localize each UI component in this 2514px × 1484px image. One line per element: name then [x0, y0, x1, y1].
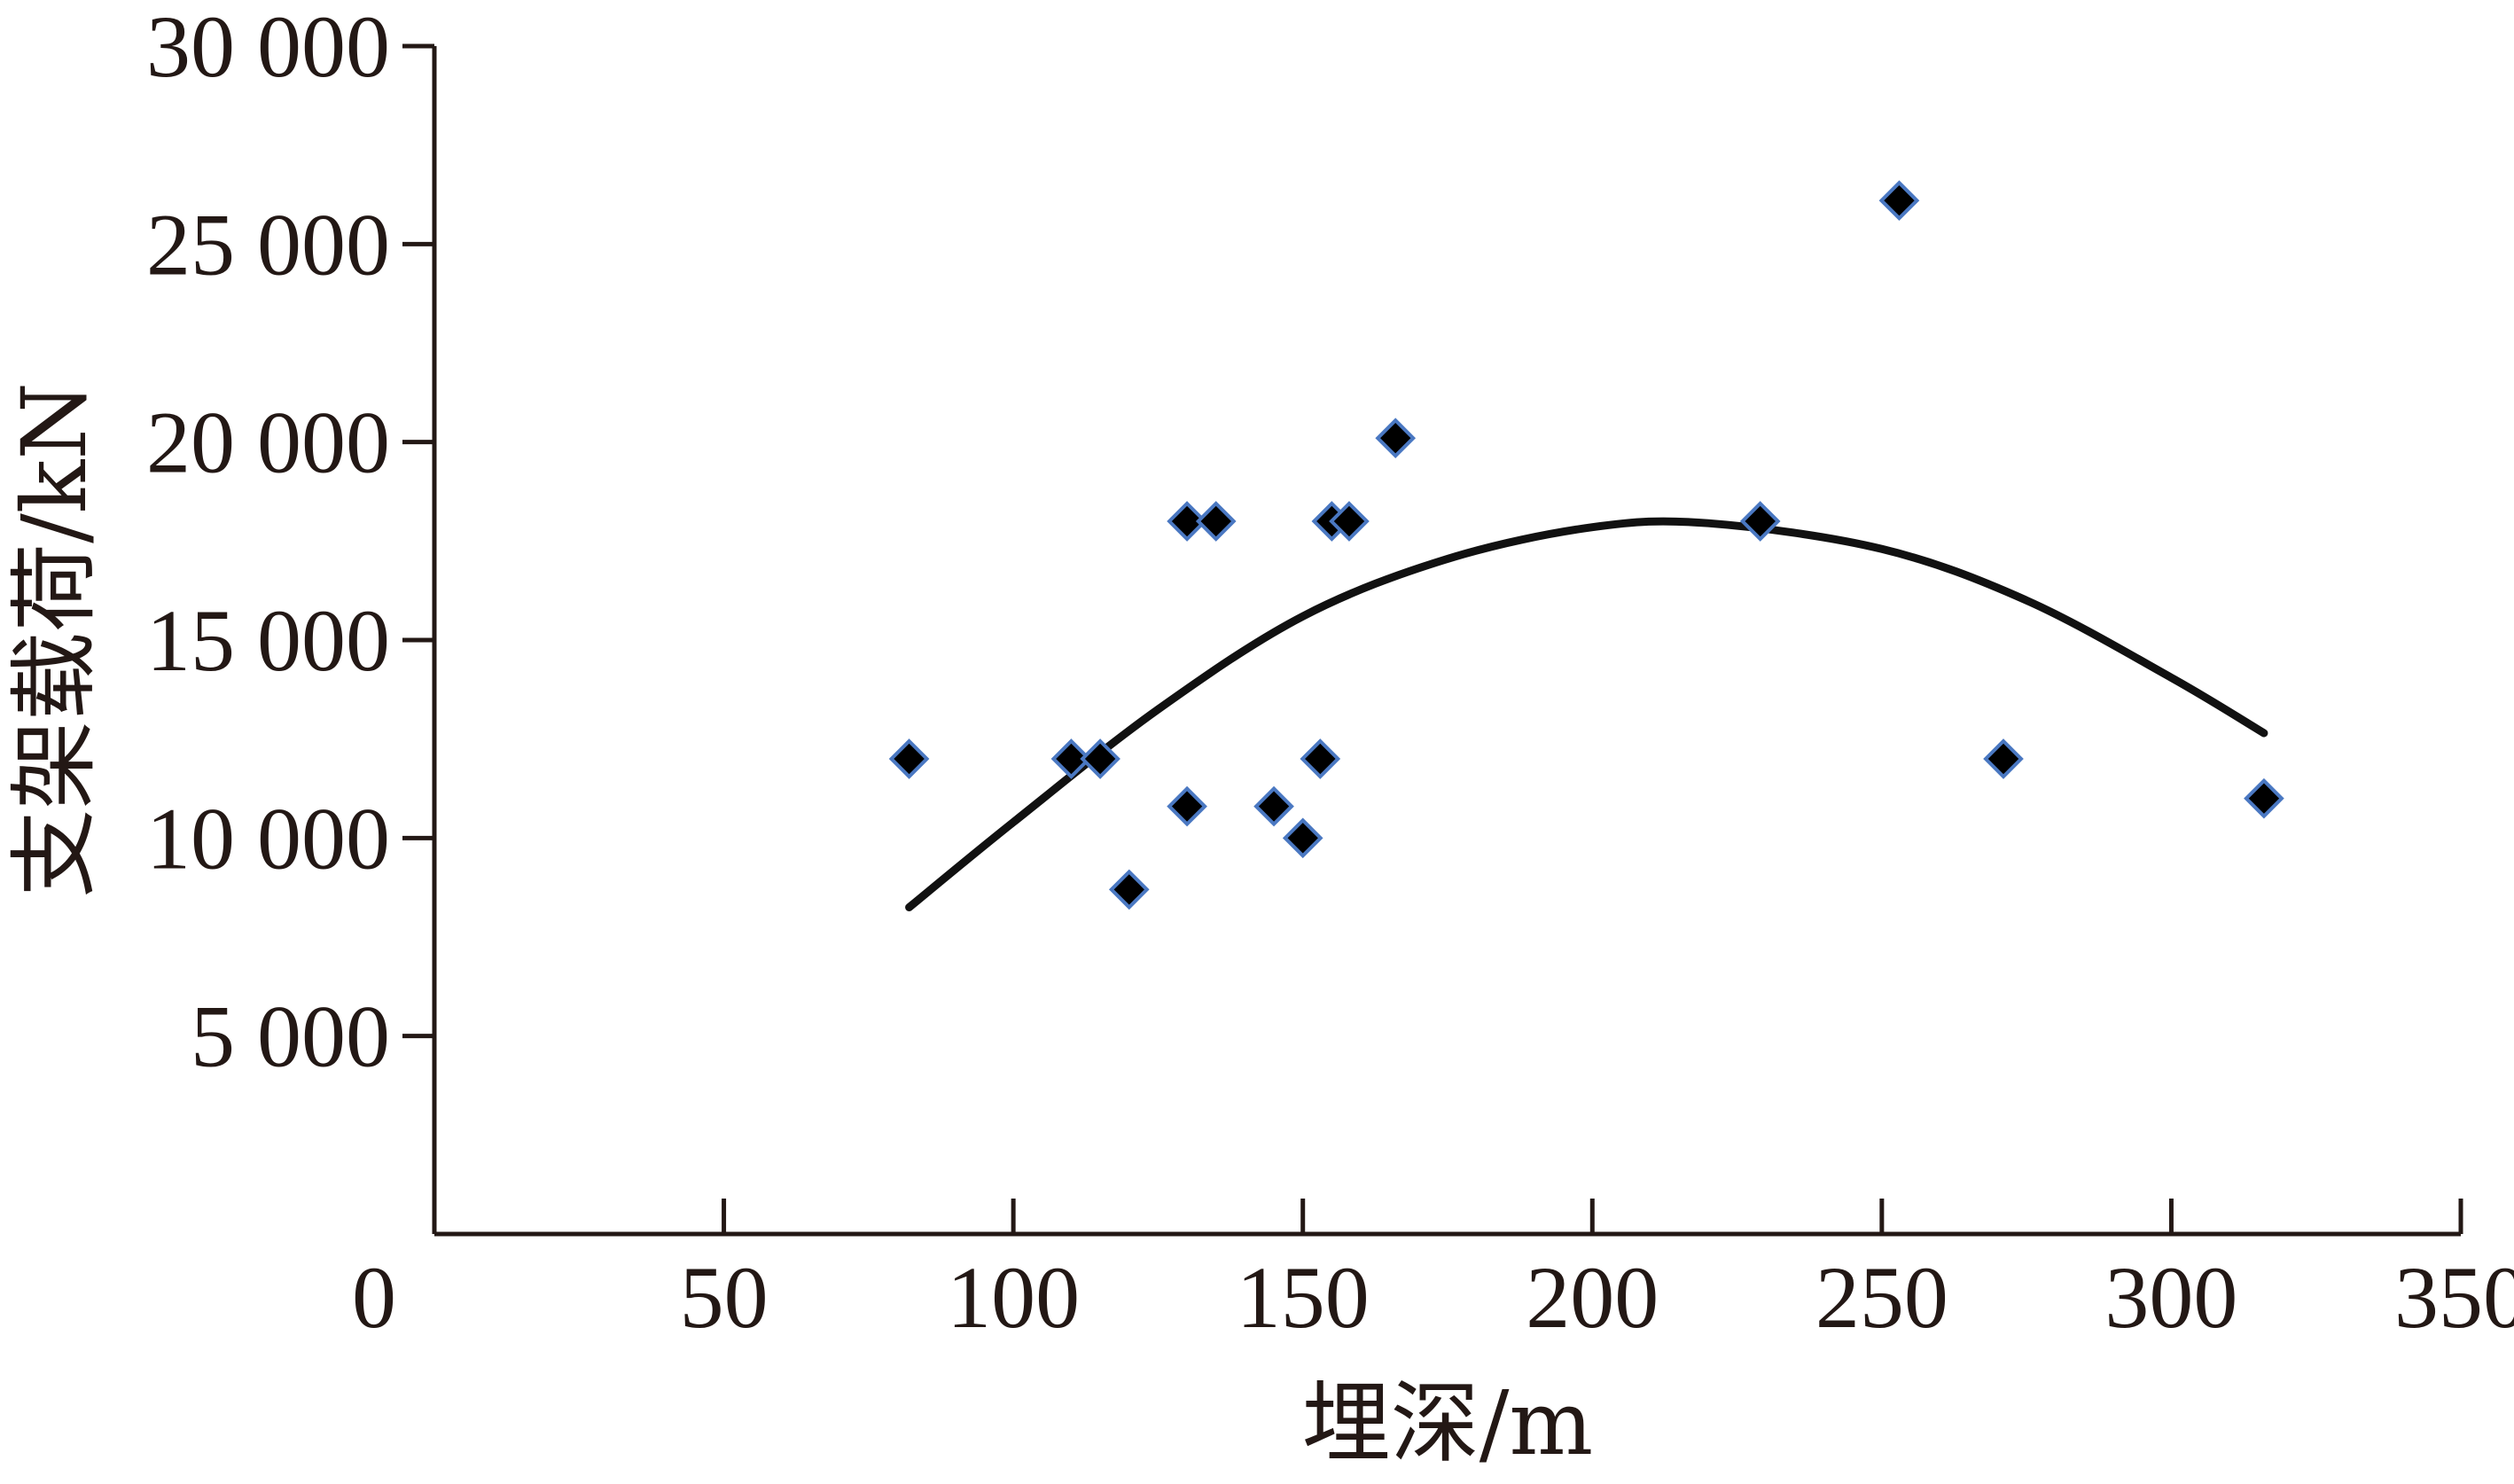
y-tick-label: 25 000 [146, 195, 390, 293]
data-point-marker [1167, 501, 1207, 542]
x-tick-label: 100 [947, 1248, 1080, 1347]
data-point-marker [1300, 738, 1341, 779]
x-tick-label: 50 [680, 1248, 769, 1347]
y-tick-label: 5 000 [191, 988, 390, 1086]
data-point-marker [1983, 738, 2024, 779]
data-point-marker [1282, 817, 1323, 859]
data-point-marker [1108, 869, 1150, 910]
x-tick-label: 200 [1526, 1248, 1659, 1347]
data-point-marker [1167, 785, 1207, 827]
data-points [888, 180, 2284, 910]
y-tick-label: 10 000 [146, 789, 390, 887]
y-tick-label: 30 000 [146, 0, 390, 96]
data-point-marker [1253, 785, 1294, 827]
data-point-marker [888, 738, 930, 779]
x-tick-label: 350 [2394, 1248, 2514, 1347]
data-point-marker [1050, 738, 1092, 779]
data-point-marker [1080, 738, 1120, 779]
x-tick-label: 0 [352, 1248, 396, 1347]
data-point-marker [1329, 501, 1370, 542]
fit-curve-layer [905, 517, 2268, 911]
x-tick-label: 300 [2104, 1248, 2237, 1347]
y-axis-title: 支架载荷/kN [3, 382, 106, 898]
data-point-marker [1739, 501, 1781, 542]
x-axis-ticks: 0 50 100 150 200 250 300 350 [352, 1199, 2514, 1347]
x-axis-title: 埋深/m [1302, 1371, 1594, 1475]
data-point-marker [1375, 418, 1417, 459]
data-point-marker [2244, 777, 2284, 819]
x-tick-label: 150 [1237, 1248, 1370, 1347]
y-axis-ticks: 5 000 10 000 15 000 20 000 25 000 30 000 [146, 0, 434, 1086]
data-point-marker [1195, 501, 1237, 542]
y-tick-label: 20 000 [146, 394, 390, 492]
x-tick-label: 250 [1815, 1248, 1948, 1347]
y-tick-label: 15 000 [146, 591, 390, 690]
fit-curve [905, 517, 2268, 911]
data-point-marker [1878, 180, 1920, 222]
